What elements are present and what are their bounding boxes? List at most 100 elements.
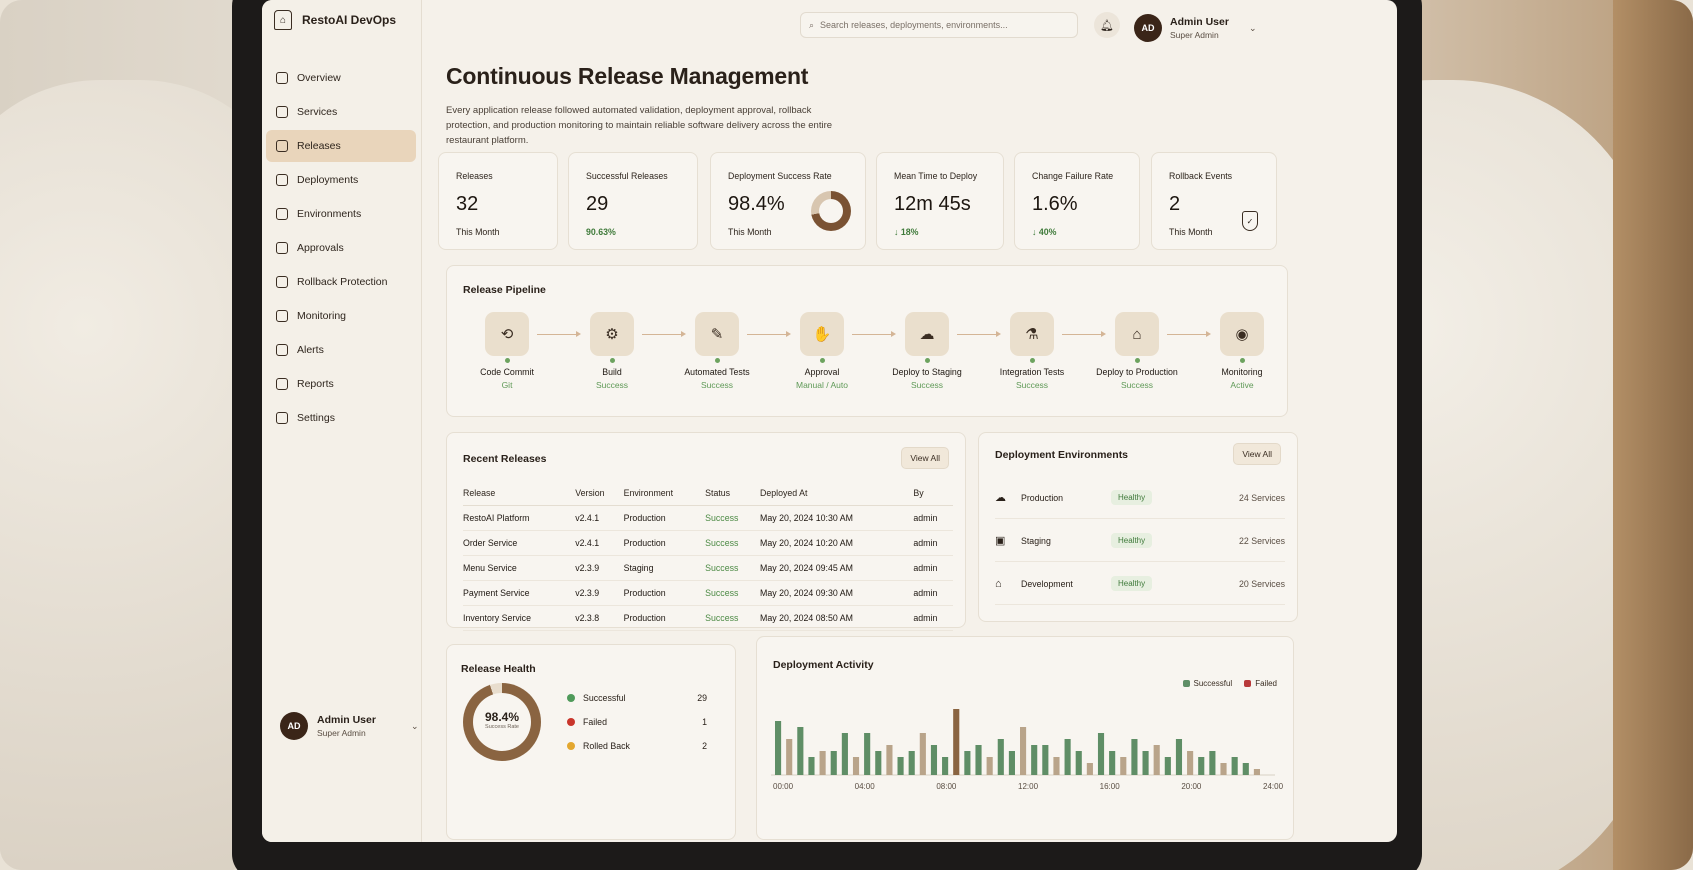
bar[interactable] — [930, 745, 938, 775]
bell-icon[interactable]: 🔔︎ — [1094, 12, 1120, 38]
sidebar-item-releases[interactable]: Releases — [266, 130, 416, 162]
bar[interactable] — [908, 751, 915, 775]
table-row[interactable]: Inventory Service v2.3.8 Production Success… — [463, 605, 953, 631]
bar[interactable] — [830, 751, 837, 775]
bar[interactable] — [1109, 751, 1116, 775]
column-header[interactable]: Release — [463, 481, 576, 506]
environment-row[interactable]: ☁ Production Healthy 24 Services — [995, 477, 1285, 519]
sidebar-item-deployments[interactable]: Deployments — [262, 164, 422, 196]
bar[interactable] — [1131, 739, 1138, 775]
table-cell: Payment Service — [463, 580, 576, 606]
bar[interactable] — [775, 721, 782, 775]
sidebar-user[interactable]: AD Admin User Super Admin ⌄ — [280, 712, 418, 740]
bar[interactable] — [1187, 751, 1194, 775]
view-all-button[interactable]: View All — [901, 447, 949, 469]
pipeline-stage[interactable]: ⌂ Deploy to Production Success — [1087, 312, 1187, 390]
table-row[interactable]: Order Service v2.4.1 Production Success May … — [463, 530, 953, 556]
bar[interactable] — [975, 745, 982, 775]
bar[interactable] — [1198, 757, 1205, 775]
bar[interactable] — [986, 757, 993, 775]
bar[interactable] — [1153, 745, 1160, 775]
pipeline-stage[interactable]: ◉ Monitoring Active — [1192, 312, 1292, 390]
legend-label: Failed — [1255, 679, 1277, 688]
bar[interactable] — [919, 733, 926, 775]
sidebar-item-rollback-protection[interactable]: Rollback Protection — [262, 266, 422, 298]
column-header[interactable]: By — [913, 481, 953, 506]
search-box[interactable]: ⌕ Search releases, deployments, environm… — [800, 12, 1078, 38]
bar[interactable] — [886, 745, 893, 775]
legend-swatch — [567, 718, 575, 726]
environment-row[interactable]: ⌂ Development Healthy 20 Services — [995, 563, 1285, 605]
bar[interactable] — [1164, 757, 1171, 775]
bar[interactable] — [1097, 733, 1105, 775]
environment-row[interactable]: ▣ Staging Healthy 22 Services — [995, 520, 1285, 562]
success-rate-donut — [463, 683, 541, 761]
top-user-menu[interactable]: AD Admin User Super Admin ⌄ — [1134, 14, 1256, 42]
search-input[interactable]: Search releases, deployments, environmen… — [820, 20, 1008, 30]
bar[interactable] — [797, 727, 804, 775]
bar[interactable] — [942, 757, 949, 775]
bar[interactable] — [1209, 751, 1216, 775]
bar[interactable] — [786, 739, 793, 775]
pipeline-stage[interactable]: ✎ Automated Tests Success — [667, 312, 767, 390]
table-row[interactable]: RestoAI Platform v2.4.1 Production Success M… — [463, 505, 953, 531]
pipeline-stage[interactable]: ✋ Approval Manual / Auto — [772, 312, 872, 390]
chevron-down-icon[interactable]: ⌄ — [1248, 22, 1257, 33]
bar[interactable] — [852, 757, 860, 775]
stage-name: Code Commit — [480, 367, 534, 377]
column-header[interactable]: Deployed At — [760, 481, 914, 506]
bar[interactable] — [1120, 757, 1127, 775]
bar[interactable] — [1053, 757, 1060, 775]
pipeline-stage[interactable]: ⟲ Code Commit Git — [457, 312, 557, 390]
view-all-button[interactable]: View All — [1233, 443, 1281, 465]
bar[interactable] — [1253, 769, 1260, 775]
bar[interactable] — [1031, 745, 1038, 775]
bar[interactable] — [875, 751, 882, 775]
table-cell: Success — [705, 605, 761, 631]
bar[interactable] — [1042, 745, 1049, 775]
pipeline-stage[interactable]: ⚙ Build Success — [562, 312, 662, 390]
bar[interactable] — [1142, 751, 1149, 775]
bar[interactable] — [864, 733, 871, 775]
bar[interactable] — [841, 733, 848, 775]
sidebar-item-reports[interactable]: Reports — [262, 368, 422, 400]
pipeline-arrow — [747, 331, 791, 337]
bar[interactable] — [1064, 739, 1071, 775]
kpi-value: 98.4% — [728, 193, 785, 215]
bar[interactable] — [953, 709, 960, 775]
bar[interactable] — [997, 739, 1004, 775]
bar[interactable] — [1242, 763, 1249, 775]
bar[interactable] — [1175, 739, 1183, 775]
kpi-subtext: This Month — [456, 227, 500, 237]
column-header[interactable]: Environment — [623, 481, 706, 506]
environment-name: Development — [1021, 578, 1073, 589]
bar[interactable] — [897, 757, 904, 775]
column-header[interactable]: Version — [575, 481, 624, 506]
user-name: Admin User — [1170, 16, 1229, 28]
bar[interactable] — [964, 751, 971, 775]
bar[interactable] — [1086, 763, 1093, 775]
pipeline-stage[interactable]: ⚗ Integration Tests Success — [982, 312, 1082, 390]
sidebar-item-overview[interactable]: Overview — [262, 62, 422, 94]
sidebar-item-environments[interactable]: Environments — [262, 198, 422, 230]
chart-legend: Successful Failed — [1182, 679, 1277, 688]
sidebar-item-alerts[interactable]: Alerts — [262, 334, 422, 366]
chevron-down-icon[interactable]: ⌄ — [410, 720, 419, 731]
sidebar-item-settings[interactable]: Settings — [262, 402, 422, 434]
table-row[interactable]: Menu Service v2.3.9 Staging Success May 20, … — [463, 555, 953, 581]
sidebar-item-services[interactable]: Services — [262, 96, 422, 128]
bar[interactable] — [1231, 757, 1238, 775]
column-header[interactable]: Status — [705, 481, 761, 506]
bar[interactable] — [1220, 763, 1227, 775]
bar[interactable] — [1008, 751, 1015, 775]
table-row[interactable]: Payment Service v2.3.9 Production Success Ma… — [463, 580, 953, 606]
bar[interactable] — [1075, 751, 1082, 775]
sidebar-item-monitoring[interactable]: Monitoring — [262, 300, 422, 332]
bar[interactable] — [1020, 727, 1027, 775]
bar[interactable] — [819, 751, 826, 775]
stage-status-dot — [819, 358, 825, 363]
pipeline-stage[interactable]: ☁ Deploy to Staging Success — [877, 312, 977, 390]
sidebar-item-approvals[interactable]: Approvals — [262, 232, 422, 264]
bar[interactable] — [808, 757, 815, 775]
brand[interactable]: ⌂ RestoAI DevOps — [274, 10, 396, 30]
